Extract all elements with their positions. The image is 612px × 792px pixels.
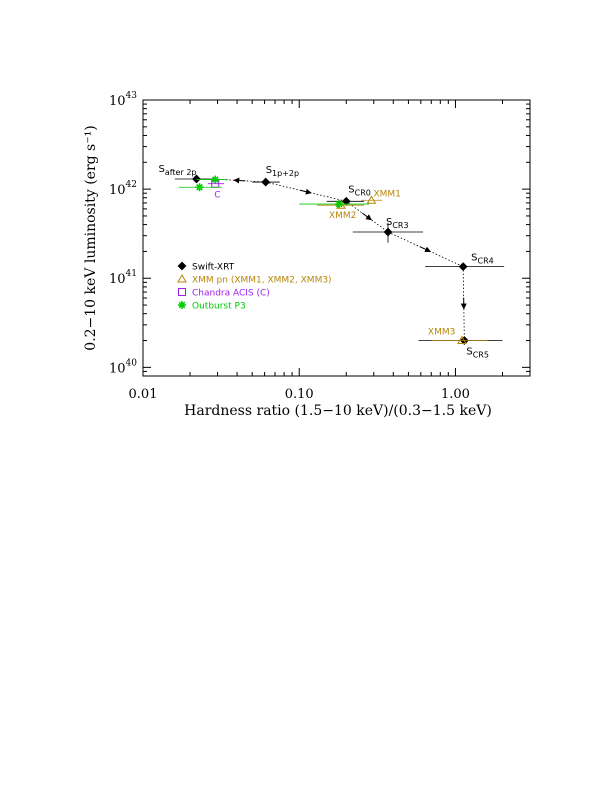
path-arrow [233,177,246,184]
data-point [261,177,271,187]
data-point [192,174,201,184]
point-label: SCR3 [386,217,409,230]
path-arrow [362,212,372,221]
path-arrow [419,246,432,253]
point-label: XMM3 [428,328,455,338]
x-tick-label: 1.00 [441,387,470,402]
y-tick-label: 1042 [109,180,137,198]
legend-marker [178,301,186,309]
point-label: XMM1 [373,189,400,199]
y-tick-label: 1043 [109,91,137,109]
data-point [457,335,467,345]
data-point [195,183,204,192]
data-series [174,174,505,345]
axis-ticks: 0.01 0.10 1.00 1040 1041 1042 1043 [109,91,531,402]
data-point [383,227,393,237]
x-tick-label: 0.01 [129,387,158,402]
star-stroke [335,200,343,208]
point-label: SCR0 [348,184,371,197]
point-labels: Safter 2p S1p+2p SCR0 SCR3 SCR4 SCR5 XMM1 XMM2 X… [158,164,493,360]
point-label: SCR4 [471,253,494,266]
plot-border [142,99,531,377]
legend-label: Outburst P3 [192,302,246,312]
star-stroke [196,183,203,191]
legend-marker [177,273,187,283]
point-label: SCR5 [466,347,489,360]
legend-label: Swift-XRT [192,263,235,273]
y-tick-label: 1040 [109,358,137,376]
legend-label: XMM pn (XMM1, XMM2, XMM3) [192,276,332,286]
series-outburst [179,175,370,209]
y-axis-title: 0.2−10 keV luminosity (erg s⁻¹) [83,125,99,350]
plot-frame [142,99,531,377]
star-stroke [211,176,219,183]
point-label: S1p+2p [266,165,299,178]
path-arrow [300,188,312,195]
point-label: C [214,191,220,201]
legend-label: Chandra ACIS (C) [192,289,270,299]
legend: Swift-XRT XMM pn (XMM1, XMM2, XMM3) Chandr… [177,261,332,312]
legend-marker [178,288,186,296]
y-tick-label: 1041 [109,269,137,287]
legend-marker [177,261,187,271]
point-label: XMM2 [329,211,356,221]
evolution-path [212,177,467,341]
point-label: Safter 2p [158,164,196,177]
data-point [335,200,344,209]
x-tick-label: 0.10 [285,387,314,402]
x-axis-title: Hardness ratio (1.5−10 keV)/(0.3−1.5 keV… [184,403,492,419]
star-stroke [178,301,186,309]
data-point [211,175,220,184]
data-point [458,262,468,272]
data-point [366,195,377,204]
